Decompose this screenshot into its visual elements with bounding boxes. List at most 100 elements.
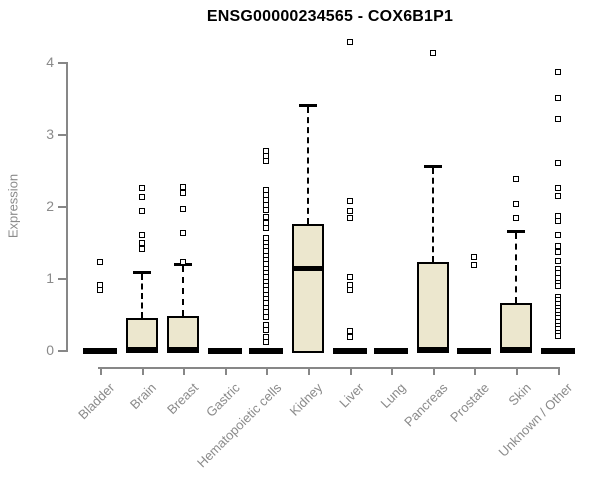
box-pancreas [416,262,449,353]
x-tick-liver [349,367,352,375]
outlier-hematopoietic-cells-29 [263,313,270,320]
outlier-breast-0 [180,184,187,191]
x-tick-brain [141,367,144,375]
x-tick-label-breast: Breast [163,380,201,418]
outlier-unknown-other-0 [554,69,561,76]
outlier-unknown-other-3 [554,159,561,166]
x-tick-label-kidney: Kidney [286,380,326,419]
outlier-hematopoietic-cells-10 [263,225,270,232]
box-kidney [292,224,324,353]
whisker-cap-brain [132,271,151,275]
x-tick-hematopoietic-cells [266,367,269,375]
outlier-hematopoietic-cells-7 [263,207,270,214]
x-tick-label-gastric: Gastric [202,380,243,420]
outlier-liver-3 [346,215,353,222]
outlier-skin-1 [512,200,519,207]
outlier-unknown-other-1 [554,95,561,101]
y-tick-label-0: 0 [46,342,54,358]
x-tick-kidney [308,367,310,375]
outlier-hematopoietic-cells-2 [263,157,270,164]
outlier-bladder-0 [97,259,103,266]
median-pancreas [416,347,449,353]
outlier-skin-0 [512,176,519,183]
x-tick-label-skin: Skin [505,380,534,409]
outlier-brain-2 [138,208,145,214]
flat-bar-lung [374,348,409,354]
outlier-breast-2 [180,205,187,212]
y-tick-1 [58,278,66,280]
x-tick-prostate [474,367,477,375]
flat-bar-prostate [457,348,492,354]
y-axis-line [66,62,68,352]
outlier-liver-2 [346,208,353,214]
outlier-bladder-2 [97,287,103,294]
y-tick-label-2: 2 [46,198,54,214]
outlier-unknown-other-28 [554,333,561,340]
outlier-liver-7 [346,328,353,335]
outlier-pancreas-0 [429,50,436,57]
outlier-skin-2 [512,215,519,222]
outlier-breast-1 [180,190,187,196]
outlier-hematopoietic-cells-31 [263,326,270,333]
flat-bar-unknown-other [540,348,575,354]
outlier-liver-5 [346,281,353,288]
outlier-hematopoietic-cells-9 [263,219,270,226]
outlier-unknown-other-4 [554,185,561,191]
outlier-unknown-other-16 [554,282,561,289]
whisker-pancreas [431,167,434,263]
flat-bar-bladder [83,348,117,354]
y-tick-4 [58,62,66,64]
outlier-unknown-other-11 [554,258,561,265]
y-tick-3 [58,134,66,136]
x-axis-line [98,367,560,369]
x-tick-pancreas [432,367,435,375]
x-tick-lung [391,367,394,375]
x-tick-bladder [100,367,102,375]
whisker-cap-pancreas [423,164,442,168]
whisker-cap-skin [506,229,525,233]
outlier-prostate-0 [471,254,478,261]
x-tick-label-brain: Brain [127,380,160,413]
median-brain [125,347,158,353]
x-tick-label-liver: Liver [336,380,368,411]
flat-bar-gastric [207,348,242,354]
outlier-liver-4 [346,274,353,281]
median-kidney [294,266,322,272]
outlier-brain-0 [138,185,145,191]
outlier-liver-1 [346,198,353,204]
outlier-hematopoietic-cells-33 [263,339,270,346]
outlier-breast-3 [180,229,187,236]
y-tick-2 [58,206,66,208]
x-tick-label-lung: Lung [377,380,409,412]
y-tick-0 [58,350,66,352]
chart-title: ENSG00000234565 - COX6B1P1 [206,8,454,25]
outlier-unknown-other-2 [554,115,561,122]
flat-bar-liver [332,348,367,354]
whisker-breast [182,265,185,317]
outlier-liver-0 [346,38,353,45]
outlier-liver-6 [346,287,353,294]
x-tick-breast [183,367,186,375]
y-tick-label-1: 1 [46,270,54,286]
outlier-unknown-other-10 [554,249,561,256]
x-tick-label-pancreas: Pancreas [400,380,451,430]
whisker-skin [514,232,517,303]
outlier-hematopoietic-cells-8 [263,213,270,220]
x-tick-label-bladder: Bladder [75,380,118,423]
outlier-unknown-other-5 [554,192,561,199]
x-tick-unknown-other [557,367,560,375]
outlier-unknown-other-8 [554,231,561,238]
outlier-unknown-other-7 [554,218,561,225]
outlier-breast-4 [180,259,187,266]
whisker-kidney [307,107,309,224]
x-tick-gastric [224,367,227,375]
whisker-cap-kidney [299,104,317,108]
outlier-brain-3 [138,231,145,238]
outlier-liver-8 [346,334,353,340]
x-tick-label-unknown-other: Unknown / Other [495,380,576,460]
median-breast [167,347,200,353]
y-axis-label: Expression [5,173,21,239]
whisker-brain [140,274,143,318]
box-skin [499,302,532,353]
